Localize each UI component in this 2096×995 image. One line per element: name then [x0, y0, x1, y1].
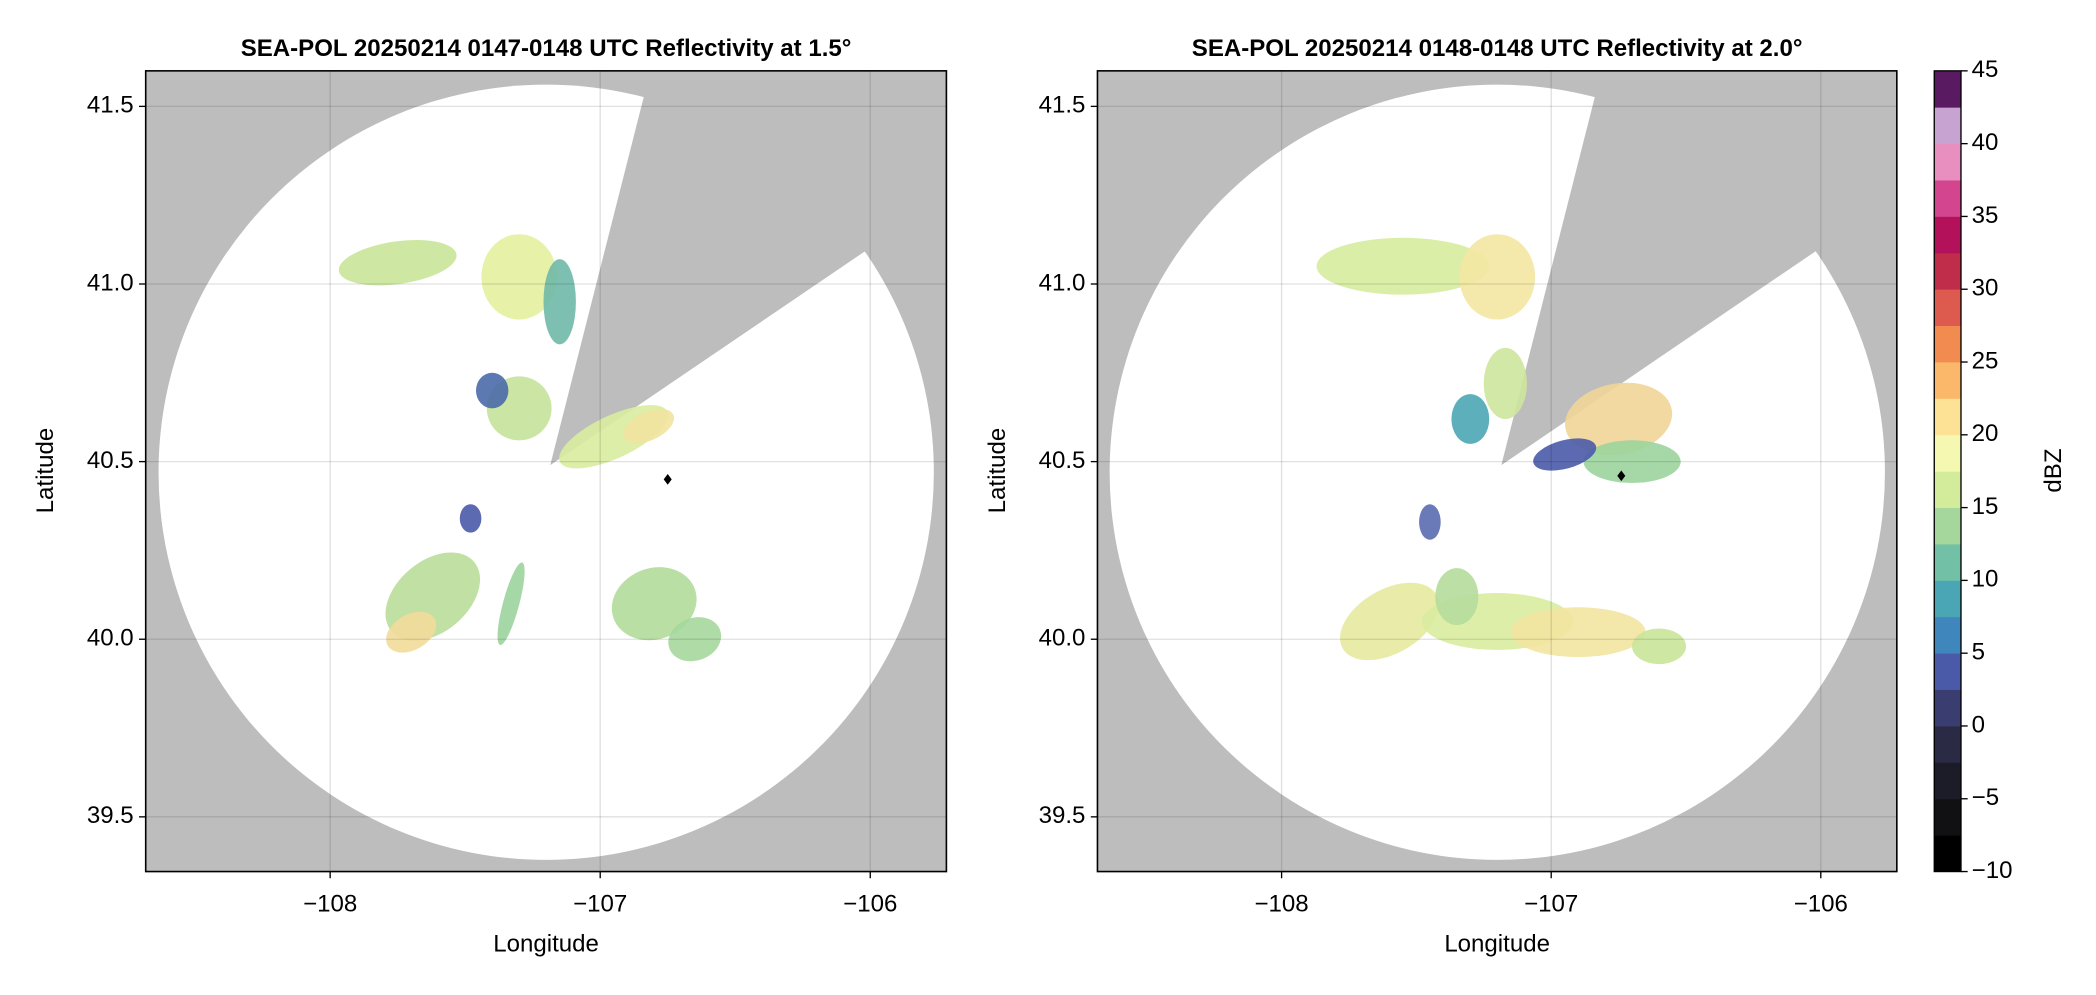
y-tick-label: 41.5	[87, 92, 134, 119]
colorbar-tick-label: 40	[1972, 129, 1999, 156]
x-axis-label: Longitude	[493, 930, 599, 957]
echo	[497, 562, 525, 645]
echo	[1583, 440, 1681, 483]
colorbar-label: dBZ	[2040, 448, 2067, 492]
echo	[1533, 438, 1597, 471]
colorbar-tick-label: 5	[1972, 639, 1985, 666]
colorbar-tick-label: −5	[1972, 784, 1999, 811]
echo	[459, 504, 482, 533]
echo	[1419, 504, 1441, 540]
x-tick-label: −108	[1255, 890, 1309, 917]
colorbar-band	[1934, 725, 1961, 763]
echo	[475, 372, 509, 409]
y-tick-label: 41.0	[87, 269, 134, 296]
colorbar-band	[1934, 616, 1961, 654]
echo	[1565, 382, 1673, 456]
colorbar-band	[1934, 580, 1961, 618]
echo	[481, 234, 557, 320]
echo	[611, 567, 697, 641]
colorbar-band	[1934, 325, 1961, 363]
y-tick-label: 41.5	[1039, 92, 1086, 119]
axes-frame	[144, 70, 948, 873]
colorbar-frame	[1933, 70, 1962, 873]
x-tick-label: −107	[1524, 890, 1578, 917]
axes-frame	[1096, 70, 1898, 873]
echo	[1459, 234, 1536, 320]
colorbar-band	[1934, 762, 1961, 800]
echo	[386, 611, 437, 653]
colorbar-tick-label: 25	[1972, 347, 1999, 374]
echo	[543, 259, 576, 345]
colorbar-band	[1934, 471, 1961, 509]
colorbar-band	[1934, 143, 1961, 181]
colorbar-tick-label: 30	[1972, 275, 1999, 302]
colorbar-band	[1934, 70, 1961, 108]
echo	[1316, 237, 1490, 295]
site-marker	[663, 474, 672, 485]
colorbar-tick-label: 15	[1972, 493, 1999, 520]
colorbar-band	[1934, 252, 1961, 290]
colorbar-band	[1934, 507, 1961, 545]
colorbar-tick-label: −10	[1972, 857, 2013, 884]
colorbar-band	[1934, 362, 1961, 399]
colorbar-band	[1934, 835, 1961, 872]
y-tick-label: 40.5	[1039, 447, 1086, 474]
y-tick-label: 40.0	[1039, 625, 1086, 652]
colorbar-band	[1934, 798, 1961, 836]
colorbar-tick-label: 35	[1972, 202, 1999, 229]
colorbar: −10 −5 0 5 10 15 20 25 30 35 40 45 dBZ	[1933, 56, 2067, 884]
echo	[1483, 347, 1527, 420]
colorbar-tick-label: 45	[1972, 56, 1999, 83]
colorbar-band	[1934, 653, 1961, 690]
colorbar-tick-label: 10	[1972, 566, 1999, 593]
echo	[1510, 607, 1646, 658]
y-tick-label: 39.5	[1039, 802, 1086, 829]
y-tick-label: 40.5	[87, 447, 134, 474]
echo	[1340, 582, 1439, 661]
colorbar-band	[1934, 216, 1961, 254]
map-area	[145, 70, 947, 872]
map-area	[1097, 70, 1897, 872]
blocked-sector	[1501, 70, 1897, 466]
colorbar-tick-label: 0	[1972, 711, 1985, 738]
y-tick-label: 41.0	[1039, 269, 1086, 296]
x-axis-label: Longitude	[1444, 930, 1550, 957]
colorbar-band	[1934, 543, 1961, 581]
echo	[1632, 628, 1687, 665]
y-tick-label: 40.0	[87, 625, 134, 652]
x-tick-label: −107	[573, 890, 627, 917]
colorbar-band	[1934, 107, 1961, 145]
colorbar-band	[1934, 689, 1961, 727]
echo	[668, 617, 722, 662]
panel: −108 −107 −106 39.5 40.0 40.5 41.0 41.5 SEA-POL …	[32, 35, 948, 957]
colorbar-band	[1934, 289, 1961, 327]
y-tick-label: 39.5	[87, 802, 134, 829]
echo	[623, 408, 675, 444]
x-tick-label: −108	[303, 890, 357, 917]
chart-title: SEA-POL 20250214 0148-0148 UTC Reflectiv…	[1192, 35, 1803, 62]
echo	[1435, 568, 1479, 626]
y-axis-label: Latitude	[32, 428, 59, 514]
blocked-sector	[550, 70, 947, 466]
x-tick-label: −106	[843, 890, 897, 917]
echo	[1451, 394, 1490, 444]
panel: −108 −107 −106 39.5 40.0 40.5 41.0 41.5 SEA-POL …	[984, 35, 1898, 957]
colorbar-band	[1934, 398, 1961, 436]
site-marker	[1617, 470, 1626, 482]
colorbar-band	[1934, 180, 1961, 217]
x-tick-label: −106	[1794, 890, 1848, 917]
echo	[338, 239, 457, 286]
colorbar-band	[1934, 434, 1961, 472]
y-axis-label: Latitude	[984, 428, 1011, 514]
colorbar-tick-label: 20	[1972, 420, 1999, 447]
chart-title: SEA-POL 20250214 0147-0148 UTC Reflectiv…	[241, 35, 852, 62]
